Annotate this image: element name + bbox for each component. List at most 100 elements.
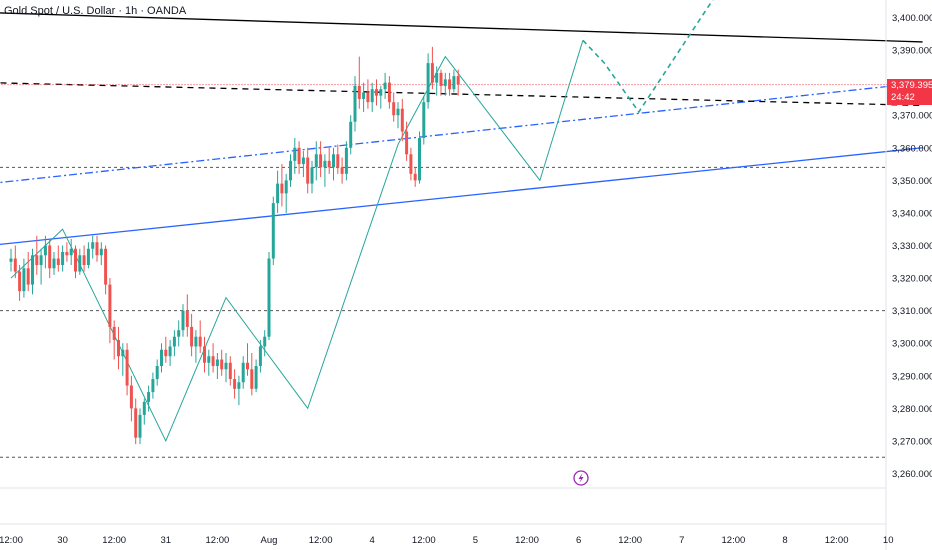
flash-icon-bolt <box>578 473 584 483</box>
candle <box>284 173 288 213</box>
candle <box>250 352 254 396</box>
candle <box>155 359 159 386</box>
candle-body <box>310 167 314 184</box>
y-tick-label: 3,340.000 <box>892 208 932 219</box>
candle-body <box>52 258 56 269</box>
candle-body <box>48 245 52 269</box>
x-tick-label: 12:00 <box>309 535 333 546</box>
x-tick-label: 4 <box>370 535 375 546</box>
y-tick-label: 3,270.000 <box>892 436 932 447</box>
candle <box>237 375 241 406</box>
candle <box>271 196 275 266</box>
candle-body <box>215 359 219 367</box>
projection-path <box>582 0 714 114</box>
candle <box>151 372 155 399</box>
candle-body <box>86 248 90 266</box>
candle <box>13 245 17 279</box>
candle <box>142 398 146 425</box>
candle-body <box>13 258 17 272</box>
candle <box>448 72 452 96</box>
candle <box>306 147 310 194</box>
candle-body <box>237 382 241 389</box>
candle <box>168 339 172 367</box>
candle <box>400 98 404 142</box>
y-tick-label: 3,400.000 <box>892 13 932 24</box>
candle-body <box>142 401 146 415</box>
candle-body <box>95 242 99 256</box>
y-tick-label: 3,390.000 <box>892 46 932 57</box>
candle <box>258 339 262 373</box>
last-price-badge: 3,379.395 24:42 <box>887 78 932 105</box>
candle <box>396 102 400 129</box>
candle-body <box>74 248 77 272</box>
x-tick-label: 12:00 <box>722 535 746 546</box>
candle <box>349 115 353 155</box>
flash-icon[interactable] <box>573 470 589 486</box>
candle <box>69 238 73 266</box>
candle <box>194 330 198 363</box>
candle-body <box>271 203 275 259</box>
bar-countdown: 24:42 <box>891 91 915 103</box>
candle-body <box>314 154 318 168</box>
candle <box>65 242 69 262</box>
candle <box>61 245 65 272</box>
candle <box>35 235 39 275</box>
x-tick-label: 12:00 <box>206 535 230 546</box>
candle <box>22 258 26 298</box>
candle-body <box>121 349 125 357</box>
candle <box>435 66 439 96</box>
candle <box>254 359 258 393</box>
candle-body <box>82 255 86 266</box>
candle-body <box>160 349 163 367</box>
candle <box>263 330 267 357</box>
trend-line-dashdot <box>0 81 923 184</box>
candle <box>357 56 361 109</box>
candle <box>121 343 125 376</box>
zigzag-pattern <box>10 40 584 443</box>
x-tick-label: 12:00 <box>0 535 23 546</box>
candle <box>74 245 77 279</box>
y-tick-label: 3,300.000 <box>892 339 932 350</box>
candle-body <box>117 339 120 357</box>
candle <box>267 252 271 340</box>
candle-body <box>366 92 370 103</box>
x-tick-label: Aug <box>261 535 278 546</box>
x-tick-label: 6 <box>576 535 581 546</box>
x-tick-label: 8 <box>782 535 787 546</box>
candle <box>138 408 142 445</box>
candle-body <box>375 89 378 96</box>
x-tick-label: 31 <box>161 535 172 546</box>
candle-body <box>340 167 344 174</box>
trend-lines <box>0 12 923 246</box>
candle <box>185 294 189 337</box>
candle-body <box>198 336 202 347</box>
candle <box>228 356 232 386</box>
x-tick-label: 12:00 <box>825 535 849 546</box>
candle <box>276 170 280 213</box>
candle-body <box>69 248 73 256</box>
candle-body <box>43 245 47 256</box>
candle <box>430 46 434 90</box>
zigzag-line <box>10 40 584 443</box>
candle <box>172 330 176 357</box>
candle <box>241 356 245 389</box>
candle-body <box>228 362 232 380</box>
chart-title: Gold Spot / U.S. Dollar · 1h · OANDA <box>4 5 187 17</box>
candle <box>405 121 409 161</box>
candle <box>160 343 163 373</box>
candle-body <box>353 85 357 122</box>
candle <box>104 245 108 295</box>
candle <box>181 304 185 337</box>
candle-body <box>422 102 426 139</box>
candle-body <box>104 248 108 285</box>
candle-body <box>443 79 447 86</box>
y-tick-label: 3,290.000 <box>892 371 932 382</box>
candle-body <box>181 310 185 331</box>
candle <box>224 352 228 383</box>
candle-body <box>387 82 391 103</box>
candle-body <box>185 310 189 327</box>
candle <box>383 72 387 99</box>
y-tick-label: 3,370.000 <box>892 111 932 122</box>
